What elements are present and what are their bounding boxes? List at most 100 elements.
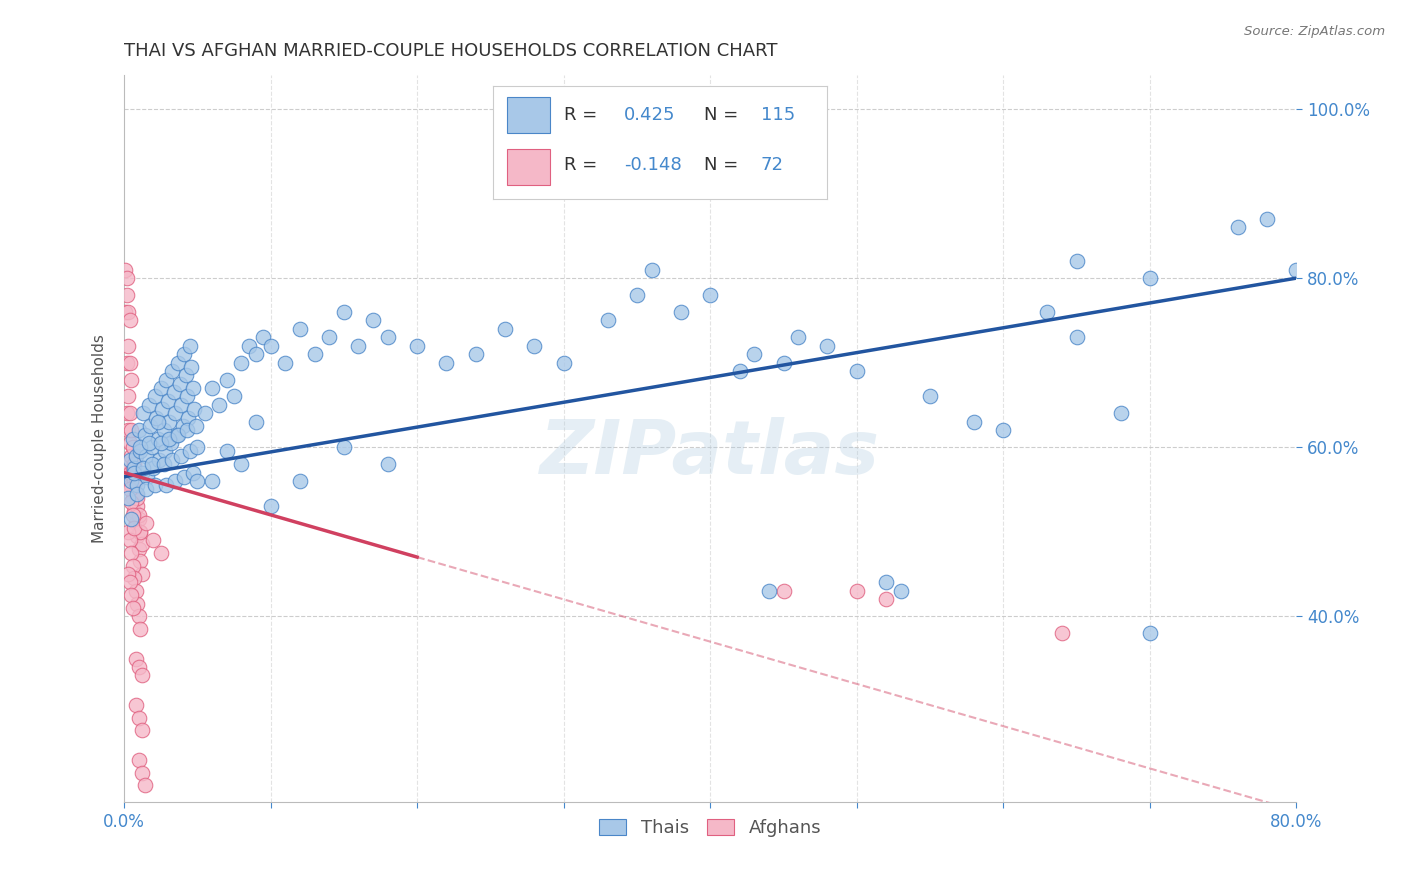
- Point: [127, 500, 149, 514]
- Point: [115, 406, 138, 420]
- Point: [523, 339, 546, 353]
- Point: [377, 330, 399, 344]
- Point: [138, 398, 160, 412]
- Point: [165, 406, 187, 420]
- Point: [127, 597, 149, 611]
- Point: [120, 588, 142, 602]
- Point: [143, 389, 166, 403]
- Point: [143, 478, 166, 492]
- Point: [120, 373, 142, 387]
- Point: [128, 711, 150, 725]
- Point: [406, 339, 429, 353]
- Point: [669, 305, 692, 319]
- Point: [176, 389, 198, 403]
- Point: [122, 461, 145, 475]
- Point: [118, 533, 141, 548]
- Point: [117, 389, 139, 403]
- Point: [120, 495, 142, 509]
- Point: [127, 478, 149, 492]
- Point: [333, 305, 356, 319]
- Point: [1066, 254, 1088, 268]
- Point: [274, 356, 297, 370]
- Point: [131, 466, 153, 480]
- Point: [122, 457, 145, 471]
- Point: [129, 622, 152, 636]
- Point: [201, 474, 224, 488]
- Point: [787, 330, 810, 344]
- Point: [640, 262, 662, 277]
- Point: [1226, 220, 1249, 235]
- Point: [127, 529, 149, 543]
- Point: [118, 356, 141, 370]
- Point: [128, 423, 150, 437]
- Point: [875, 592, 897, 607]
- Point: [259, 500, 281, 514]
- Point: [129, 440, 152, 454]
- Point: [201, 381, 224, 395]
- Point: [146, 415, 169, 429]
- Text: ZIPatlas: ZIPatlas: [540, 417, 880, 490]
- Point: [120, 546, 142, 560]
- Point: [118, 575, 141, 590]
- Point: [361, 313, 384, 327]
- Point: [177, 410, 200, 425]
- Point: [129, 554, 152, 568]
- Point: [139, 419, 162, 434]
- Point: [131, 537, 153, 551]
- Point: [152, 423, 174, 437]
- Point: [127, 491, 149, 505]
- Point: [127, 486, 149, 500]
- Point: [259, 339, 281, 353]
- Point: [993, 423, 1015, 437]
- Point: [176, 423, 198, 437]
- Point: [758, 583, 780, 598]
- Point: [134, 427, 156, 442]
- Point: [160, 436, 183, 450]
- Point: [167, 356, 190, 370]
- Point: [142, 533, 165, 548]
- Text: THAI VS AFGHAN MARRIED-COUPLE HOUSEHOLDS CORRELATION CHART: THAI VS AFGHAN MARRIED-COUPLE HOUSEHOLDS…: [124, 42, 778, 60]
- Point: [149, 546, 172, 560]
- Point: [145, 410, 167, 425]
- Point: [135, 516, 157, 531]
- Point: [136, 470, 159, 484]
- Point: [125, 449, 148, 463]
- Point: [117, 524, 139, 539]
- Point: [172, 419, 194, 434]
- Point: [215, 373, 238, 387]
- Point: [120, 449, 142, 463]
- Point: [138, 436, 160, 450]
- Point: [146, 432, 169, 446]
- Point: [208, 398, 231, 412]
- Point: [120, 474, 142, 488]
- Point: [155, 478, 177, 492]
- Point: [129, 524, 152, 539]
- Point: [118, 406, 141, 420]
- Point: [1066, 330, 1088, 344]
- Point: [245, 415, 267, 429]
- Point: [135, 449, 157, 463]
- Point: [183, 402, 205, 417]
- Point: [149, 436, 172, 450]
- Point: [134, 778, 156, 792]
- Point: [464, 347, 486, 361]
- Point: [125, 516, 148, 531]
- Point: [129, 444, 152, 458]
- Point: [115, 356, 138, 370]
- Point: [742, 347, 765, 361]
- Point: [114, 305, 136, 319]
- Point: [129, 524, 152, 539]
- Point: [699, 288, 721, 302]
- Point: [122, 474, 145, 488]
- Point: [159, 415, 181, 429]
- Point: [772, 356, 794, 370]
- Point: [122, 466, 145, 480]
- Point: [153, 444, 176, 458]
- Point: [181, 381, 204, 395]
- Point: [288, 322, 311, 336]
- Point: [920, 389, 942, 403]
- Point: [180, 359, 202, 374]
- Point: [174, 368, 197, 383]
- Point: [304, 347, 326, 361]
- Point: [252, 330, 274, 344]
